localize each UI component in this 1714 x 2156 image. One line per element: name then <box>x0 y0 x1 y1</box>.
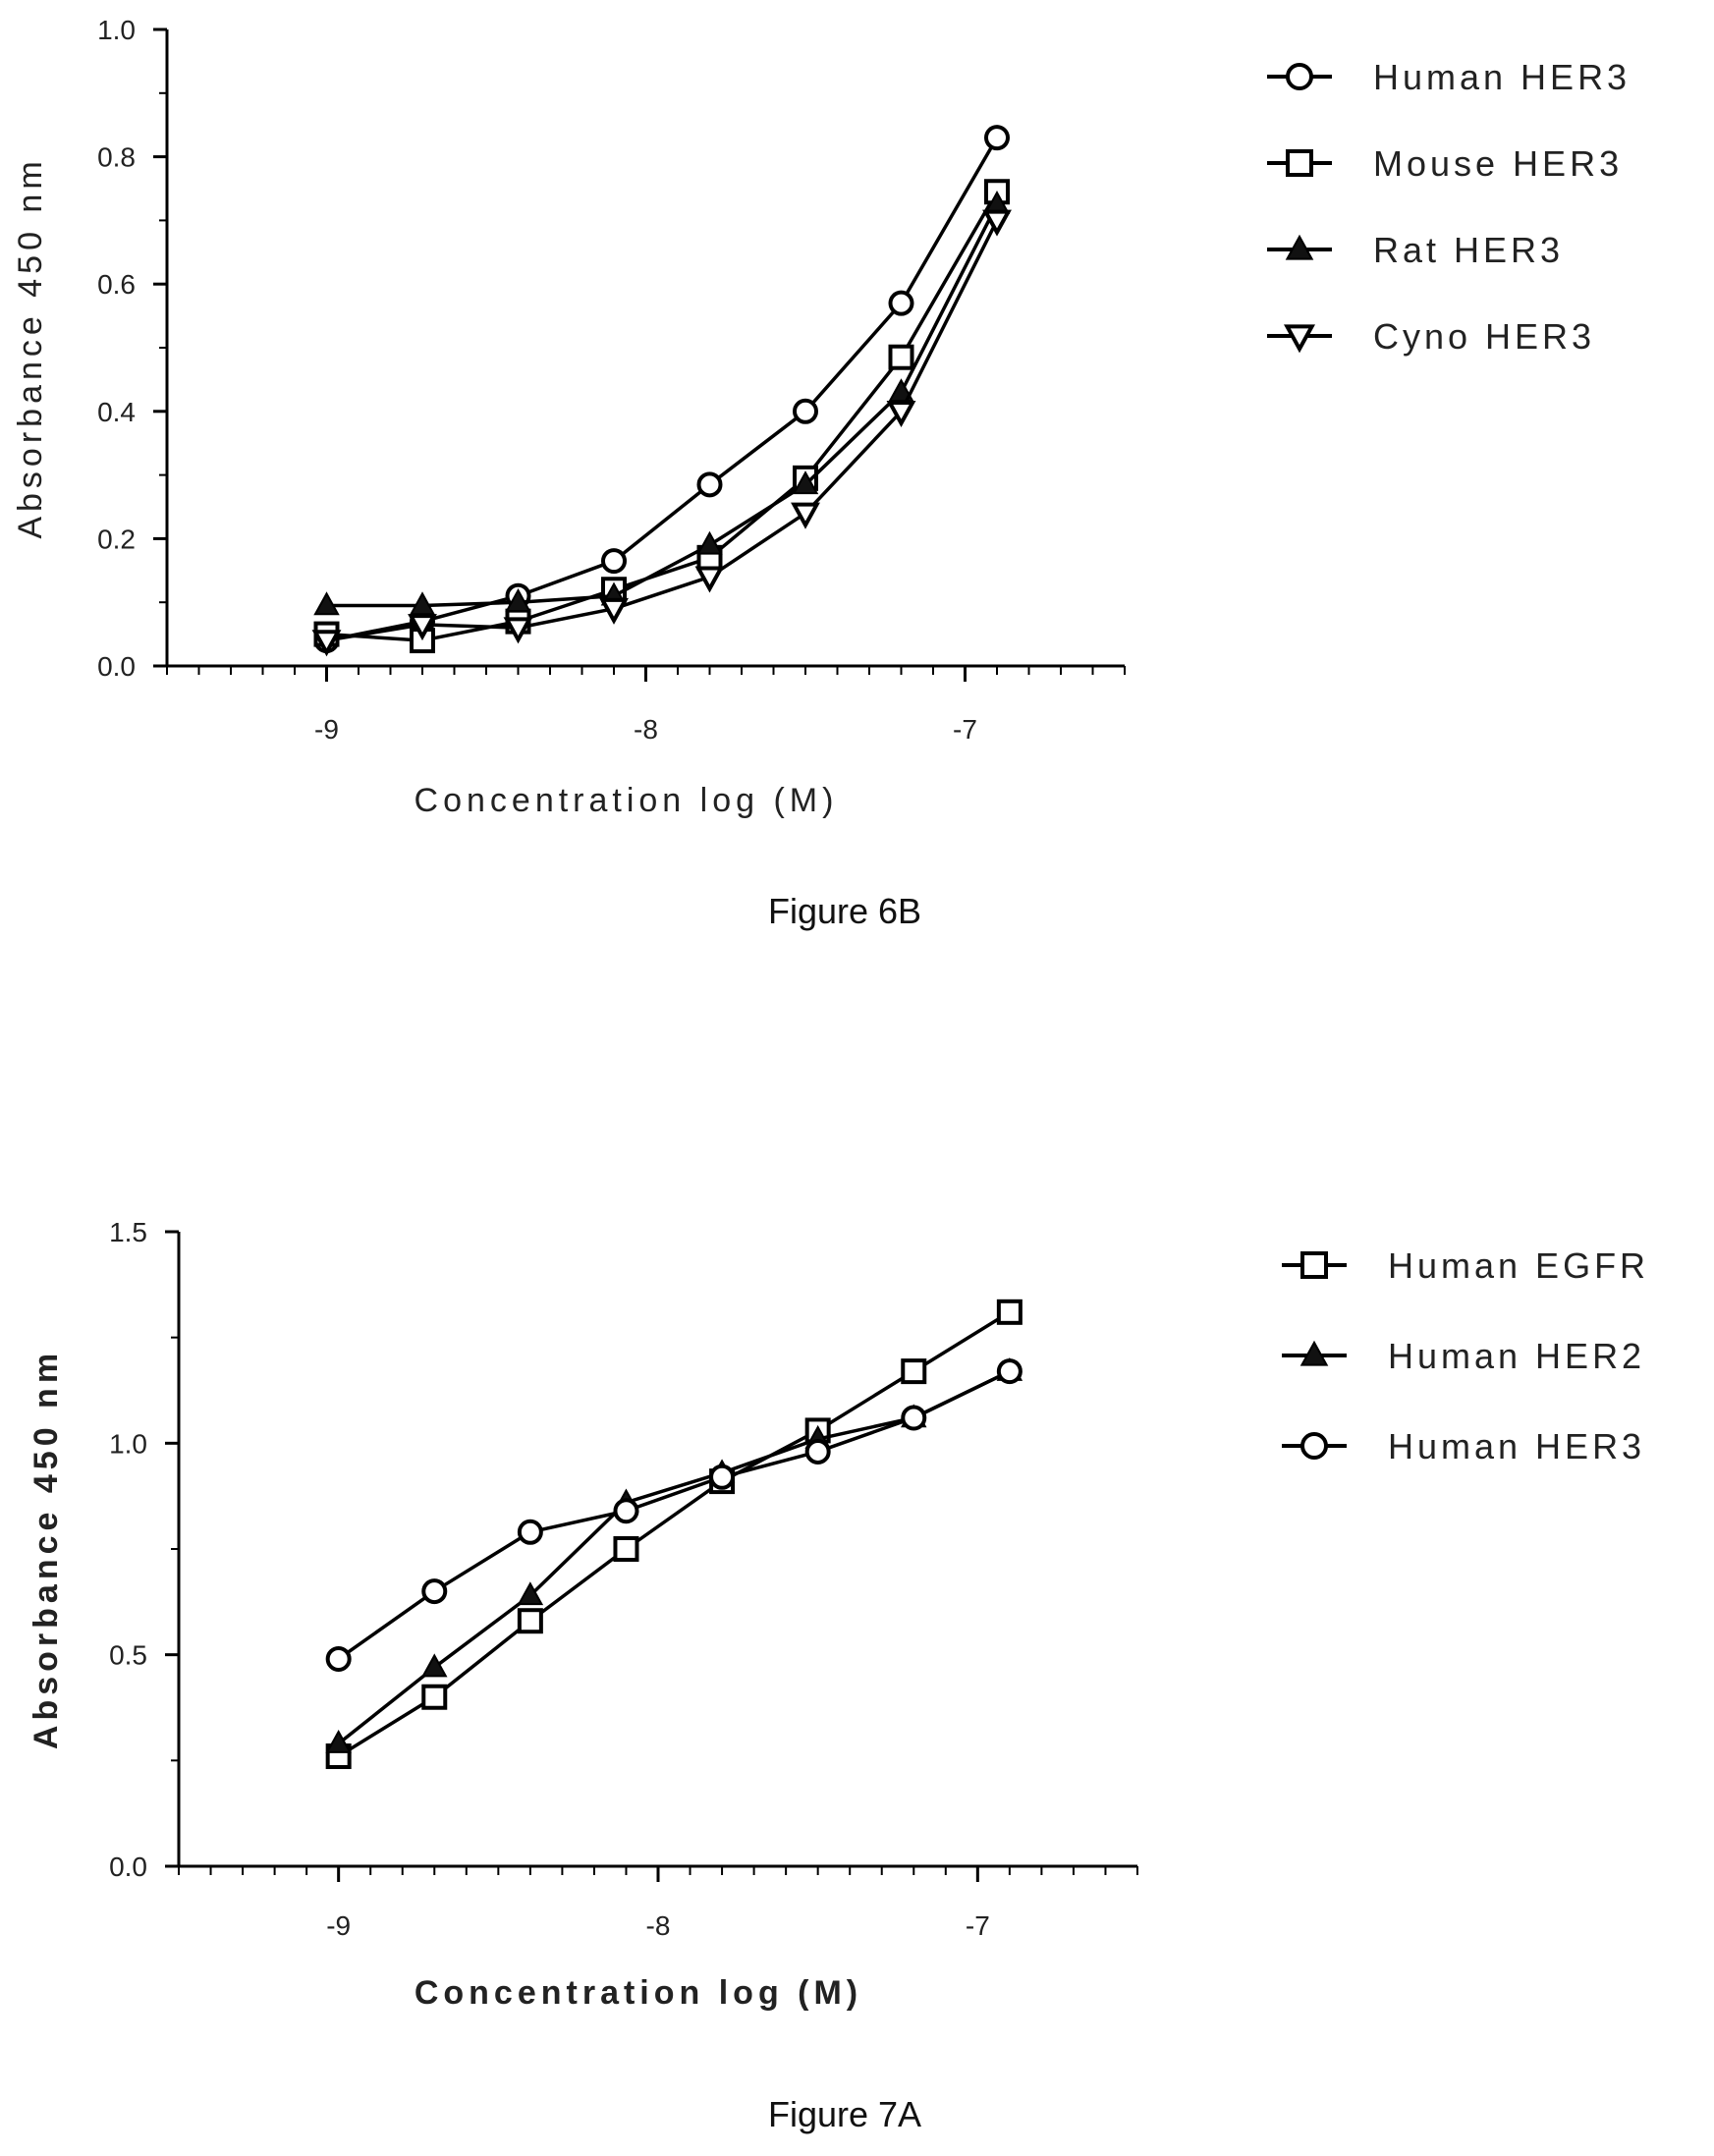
legend-label: Human HER3 <box>1373 57 1631 97</box>
x-tick-label: -9 <box>314 714 339 745</box>
y-tick-label: 0.5 <box>109 1640 147 1671</box>
data-point-triangle-down <box>694 566 725 593</box>
data-point-circle <box>793 398 818 424</box>
y-tick-label: 0.8 <box>97 142 136 173</box>
x-axis-title: Concentration log (M) <box>415 782 839 819</box>
data-point-circle <box>517 1519 543 1545</box>
data-point-triangle-up <box>325 1729 352 1753</box>
series-line-2 <box>326 203 999 608</box>
legend-label: Cyno HER3 <box>1373 316 1595 357</box>
data-point-triangle-up <box>421 1653 448 1678</box>
legend-marker-circle <box>1300 1432 1328 1460</box>
data-point-circle <box>984 125 1010 151</box>
data-point-triangle-down <box>982 209 1012 237</box>
y-tick-label: 0.0 <box>97 651 136 682</box>
legend-marker-square <box>1300 1251 1328 1279</box>
data-point-triangle-up <box>313 591 340 616</box>
data-point-circle <box>421 1578 448 1605</box>
y-tick-label: 1.5 <box>109 1217 147 1247</box>
data-point-triangle-down <box>503 617 533 644</box>
legend-label: Rat HER3 <box>1373 230 1564 270</box>
data-point-circle <box>601 548 627 575</box>
data-point-triangle-down <box>886 401 916 428</box>
data-point-triangle-down <box>311 630 342 657</box>
y-axis-title: Absorbance 450 nm <box>12 156 49 538</box>
legend-label: Human HER2 <box>1388 1336 1645 1376</box>
data-point-circle <box>613 1498 639 1524</box>
data-point-circle <box>804 1438 831 1465</box>
legend-label: Human HER3 <box>1388 1426 1645 1466</box>
series-line-1 <box>326 191 999 642</box>
data-point-circle <box>709 1464 736 1490</box>
data-point-triangle-down <box>408 614 437 641</box>
data-point-triangle-down <box>791 502 820 529</box>
series-line-0 <box>326 137 999 642</box>
x-tick-label: -7 <box>966 1910 990 1941</box>
data-point-square <box>517 1608 543 1634</box>
y-tick-label: 0.0 <box>109 1852 147 1882</box>
data-point-circle <box>325 1645 352 1672</box>
legend-marker-triangle-up <box>1299 1340 1329 1366</box>
data-point-circle <box>696 471 723 498</box>
series-line-2 <box>337 1369 1011 1661</box>
series-line-1 <box>337 1369 1011 1745</box>
y-tick-label: 1.0 <box>109 1428 147 1459</box>
legend-label: Mouse HER3 <box>1373 143 1623 184</box>
data-point-square <box>888 344 914 370</box>
x-tick-label: -8 <box>646 1910 671 1941</box>
data-point-triangle-up <box>517 1581 544 1606</box>
legend-label: Human EGFR <box>1388 1245 1649 1286</box>
data-point-circle <box>888 290 914 316</box>
x-tick-label: -8 <box>634 714 658 745</box>
x-tick-label: -9 <box>326 1910 351 1941</box>
data-point-circle <box>996 1358 1023 1385</box>
figure-caption: Figure 7A <box>768 2094 921 2134</box>
series-line-0 <box>337 1310 1011 1758</box>
y-axis-title: Absorbance 450 nm <box>28 1349 65 1749</box>
data-point-square <box>901 1358 927 1385</box>
data-point-triangle-down <box>599 597 629 625</box>
data-point-triangle-up <box>696 530 723 555</box>
data-point-square <box>996 1299 1023 1325</box>
y-tick-label: 0.6 <box>97 269 136 300</box>
x-tick-label: -7 <box>953 714 977 745</box>
data-point-square <box>613 1536 639 1562</box>
data-point-triangle-up <box>792 470 819 495</box>
data-point-triangle-up <box>505 588 531 612</box>
chart-figure-7a: 0.0 0.5 1.0 1.5 -9 -8 -7 Concentration log (M) A… <box>28 1217 1649 2134</box>
x-axis-title: Concentration log (M) <box>415 1974 862 2012</box>
data-point-square <box>421 1684 448 1710</box>
legend-marker-triangle-down <box>1284 324 1315 354</box>
y-tick-label: 1.0 <box>97 15 136 45</box>
figure-caption: Figure 6B <box>768 891 921 931</box>
legend-marker-square <box>1286 149 1313 177</box>
legend-marker-triangle-up <box>1285 234 1314 260</box>
chart-figure-6b: 0.0 0.2 0.4 0.6 0.8 1.0 -9 -8 -7 Concentration lo… <box>12 15 1631 931</box>
data-point-circle <box>901 1405 927 1431</box>
y-tick-label: 0.2 <box>97 524 136 554</box>
series-line-3 <box>326 219 999 642</box>
legend-marker-circle <box>1286 63 1313 90</box>
y-tick-label: 0.4 <box>97 397 136 427</box>
